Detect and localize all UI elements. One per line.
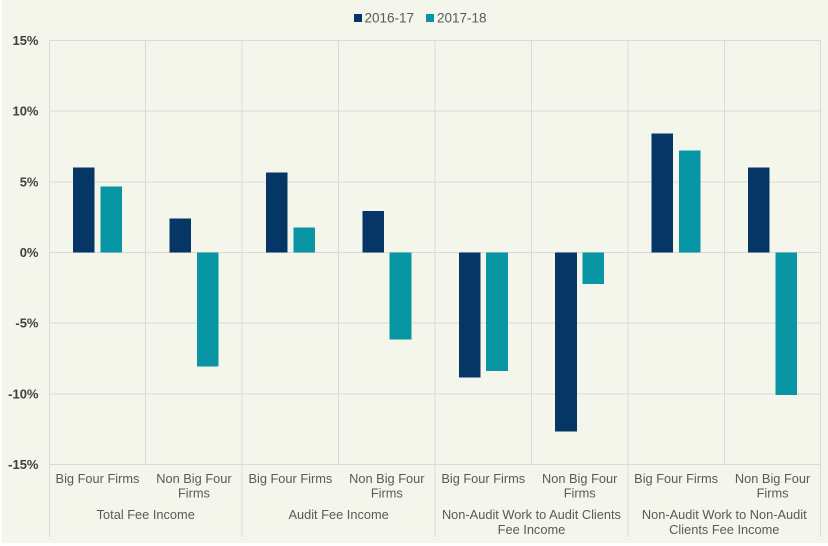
svg-text:Firms: Firms bbox=[564, 486, 596, 501]
svg-text:Fee Income: Fee Income bbox=[498, 522, 566, 537]
svg-text:Big Four Firms: Big Four Firms bbox=[634, 471, 718, 486]
svg-text:2017-18: 2017-18 bbox=[437, 10, 487, 25]
svg-text:-10%: -10% bbox=[8, 386, 39, 401]
svg-text:Total Fee Income: Total Fee Income bbox=[97, 507, 195, 522]
svg-text:Firms: Firms bbox=[371, 486, 403, 501]
svg-text:-5%: -5% bbox=[15, 316, 39, 331]
svg-text:Firms: Firms bbox=[178, 486, 210, 501]
svg-text:Non Big Four: Non Big Four bbox=[542, 471, 618, 486]
svg-text:2016-17: 2016-17 bbox=[365, 10, 415, 25]
svg-text:Clients Fee Income: Clients Fee Income bbox=[669, 522, 779, 537]
svg-text:Big Four Firms: Big Four Firms bbox=[56, 471, 140, 486]
svg-text:5%: 5% bbox=[20, 174, 39, 189]
svg-text:Non Big Four: Non Big Four bbox=[735, 471, 811, 486]
svg-text:Big Four Firms: Big Four Firms bbox=[441, 471, 525, 486]
svg-text:10%: 10% bbox=[12, 104, 38, 119]
svg-text:Non Big Four: Non Big Four bbox=[349, 471, 425, 486]
svg-text:Non-Audit Work to Non-Audit: Non-Audit Work to Non-Audit bbox=[642, 507, 807, 522]
svg-text:0%: 0% bbox=[20, 245, 39, 260]
svg-text:15%: 15% bbox=[12, 33, 38, 48]
svg-text:-15%: -15% bbox=[8, 457, 39, 472]
svg-text:Big Four Firms: Big Four Firms bbox=[248, 471, 332, 486]
svg-text:Non-Audit Work to Audit Client: Non-Audit Work to Audit Clients bbox=[442, 507, 621, 522]
svg-text:Audit Fee Income: Audit Fee Income bbox=[288, 507, 388, 522]
svg-text:Non Big Four: Non Big Four bbox=[156, 471, 232, 486]
svg-text:Firms: Firms bbox=[757, 486, 789, 501]
